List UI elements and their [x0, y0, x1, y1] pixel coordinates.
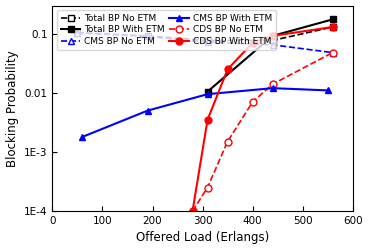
CMS BP With ETM — [80, 135, 85, 138]
CDS BP No ETM — [190, 210, 195, 212]
CDS BP With ETM — [190, 210, 195, 212]
CMS BP No ETM — [330, 51, 335, 54]
CDS BP No ETM — [205, 186, 210, 189]
CMS BP No ETM — [75, 31, 80, 34]
CDS BP No ETM — [250, 100, 255, 103]
Total BP With ETM — [205, 90, 210, 93]
CMS BP No ETM — [145, 35, 150, 38]
Line: Total BP No ETM: Total BP No ETM — [74, 24, 336, 44]
Line: CMS BP No ETM: CMS BP No ETM — [74, 29, 336, 56]
Y-axis label: Blocking Probability: Blocking Probability — [6, 50, 18, 167]
CDS BP With ETM — [225, 68, 230, 71]
Total BP No ETM — [145, 34, 150, 37]
Total BP No ETM — [330, 26, 335, 29]
Line: CMS BP With ETM: CMS BP With ETM — [79, 85, 331, 140]
CDS BP No ETM — [330, 51, 335, 54]
CDS BP No ETM — [225, 140, 230, 143]
Line: CDS BP With ETM: CDS BP With ETM — [189, 24, 336, 214]
Line: Total BP With ETM: Total BP With ETM — [204, 16, 336, 95]
Total BP With ETM — [270, 34, 275, 37]
CMS BP With ETM — [270, 87, 275, 90]
CDS BP With ETM — [250, 42, 255, 44]
Total BP No ETM — [75, 31, 80, 34]
CDS BP No ETM — [270, 83, 275, 86]
Total BP No ETM — [270, 39, 275, 42]
Legend: Total BP No ETM, Total BP With ETM, CMS BP No ETM, CMS BP With ETM, CDS BP No ET: Total BP No ETM, Total BP With ETM, CMS … — [57, 10, 276, 50]
CMS BP With ETM — [145, 109, 150, 112]
Total BP With ETM — [330, 18, 335, 21]
X-axis label: Offered Load (Erlangs): Offered Load (Erlangs) — [136, 232, 269, 244]
CMS BP With ETM — [325, 89, 330, 92]
CMS BP No ETM — [205, 41, 210, 44]
Line: CDS BP No ETM: CDS BP No ETM — [189, 49, 336, 214]
CDS BP With ETM — [205, 118, 210, 121]
CMS BP No ETM — [270, 43, 275, 46]
CMS BP With ETM — [205, 93, 210, 96]
Total BP No ETM — [205, 39, 210, 42]
CDS BP With ETM — [270, 34, 275, 37]
CDS BP With ETM — [330, 26, 335, 29]
